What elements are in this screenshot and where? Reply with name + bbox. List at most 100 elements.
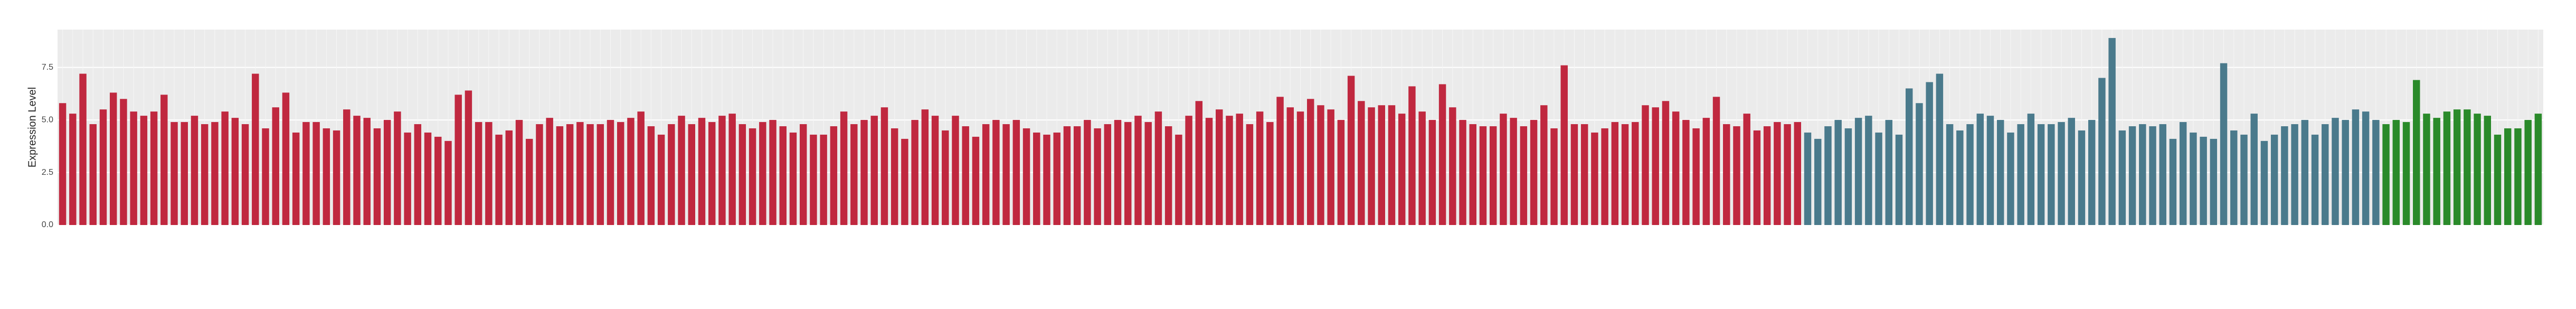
bar bbox=[1012, 120, 1020, 225]
bar bbox=[505, 130, 513, 225]
bar bbox=[972, 136, 980, 225]
bar bbox=[1763, 126, 1771, 225]
bar bbox=[1570, 124, 1578, 225]
bar bbox=[1976, 114, 1984, 225]
bar bbox=[1580, 124, 1588, 225]
bar bbox=[231, 118, 239, 225]
bar bbox=[850, 124, 858, 225]
bar bbox=[1885, 120, 1893, 225]
bar bbox=[830, 126, 838, 225]
bar bbox=[1205, 118, 1213, 225]
bar bbox=[1905, 88, 1913, 226]
bar bbox=[1286, 107, 1294, 225]
y-tick-label: 0.0 bbox=[42, 220, 53, 229]
bar bbox=[1104, 124, 1112, 225]
bar bbox=[1621, 124, 1629, 225]
bar bbox=[1946, 124, 1954, 225]
bar bbox=[2190, 132, 2197, 225]
bar bbox=[992, 120, 1000, 225]
bar bbox=[1094, 128, 1101, 225]
bar bbox=[799, 124, 807, 225]
bar bbox=[475, 122, 482, 225]
bar bbox=[607, 120, 614, 225]
bar bbox=[2301, 120, 2309, 225]
bar bbox=[485, 122, 493, 225]
bar bbox=[2169, 138, 2177, 225]
bar bbox=[2534, 114, 2542, 225]
bar bbox=[1266, 122, 1274, 225]
bar bbox=[637, 111, 645, 225]
bar bbox=[211, 122, 219, 225]
bar bbox=[1114, 120, 1122, 225]
bar bbox=[1489, 126, 1497, 225]
bar bbox=[1195, 101, 1203, 225]
bar bbox=[1784, 124, 1791, 225]
bar bbox=[759, 122, 766, 225]
bar bbox=[1601, 128, 1608, 225]
bar bbox=[2037, 124, 2045, 225]
bar bbox=[2250, 114, 2258, 225]
bar bbox=[2210, 138, 2218, 225]
bar bbox=[1134, 116, 1142, 225]
bar bbox=[1022, 128, 1030, 225]
bar bbox=[2088, 120, 2096, 225]
bar bbox=[1814, 138, 1822, 225]
bar bbox=[1854, 118, 1862, 225]
bar bbox=[181, 122, 188, 225]
bar bbox=[2200, 136, 2207, 225]
bar bbox=[2260, 141, 2268, 225]
bar bbox=[171, 122, 178, 225]
bar bbox=[1438, 84, 1446, 225]
bar bbox=[810, 134, 817, 225]
bar bbox=[617, 122, 624, 225]
bar bbox=[2149, 126, 2156, 225]
bar bbox=[2108, 38, 2116, 226]
bar bbox=[465, 90, 472, 225]
bar bbox=[353, 116, 361, 225]
bar bbox=[1702, 118, 1710, 225]
bar bbox=[140, 116, 148, 225]
bar bbox=[1834, 120, 1842, 225]
bar bbox=[1368, 107, 1375, 225]
bar bbox=[2362, 111, 2370, 225]
bar bbox=[2270, 134, 2278, 225]
bar bbox=[931, 116, 939, 225]
bar bbox=[2027, 114, 2035, 225]
bar bbox=[2423, 114, 2430, 225]
bar bbox=[942, 130, 949, 225]
bar bbox=[383, 120, 391, 225]
bar bbox=[1337, 120, 1345, 225]
bar bbox=[1053, 132, 1060, 225]
bar bbox=[1591, 132, 1598, 225]
bar bbox=[1327, 109, 1334, 225]
bar bbox=[150, 111, 158, 225]
bar bbox=[2433, 118, 2440, 225]
bar bbox=[120, 99, 127, 225]
bar bbox=[708, 122, 716, 225]
bar bbox=[373, 128, 381, 225]
bar bbox=[1347, 76, 1355, 225]
bar bbox=[2402, 122, 2410, 225]
bar bbox=[2159, 124, 2166, 225]
bar bbox=[728, 114, 736, 225]
bar bbox=[1560, 65, 1568, 226]
bar bbox=[860, 120, 868, 225]
bar bbox=[820, 134, 827, 225]
bar bbox=[394, 111, 401, 225]
bar bbox=[1966, 124, 1974, 225]
bar bbox=[1916, 103, 1923, 225]
bar bbox=[1682, 120, 1690, 225]
bar bbox=[1236, 114, 1243, 225]
bar bbox=[2392, 120, 2400, 225]
bar bbox=[1398, 114, 1406, 225]
bar bbox=[262, 128, 269, 225]
bar bbox=[962, 126, 969, 225]
bar bbox=[718, 116, 726, 225]
bar bbox=[272, 107, 279, 225]
bar bbox=[2078, 130, 2086, 225]
bar bbox=[160, 95, 168, 225]
bar bbox=[1743, 114, 1750, 225]
bar bbox=[1926, 82, 1933, 225]
bar bbox=[414, 124, 422, 225]
bar bbox=[566, 124, 574, 225]
